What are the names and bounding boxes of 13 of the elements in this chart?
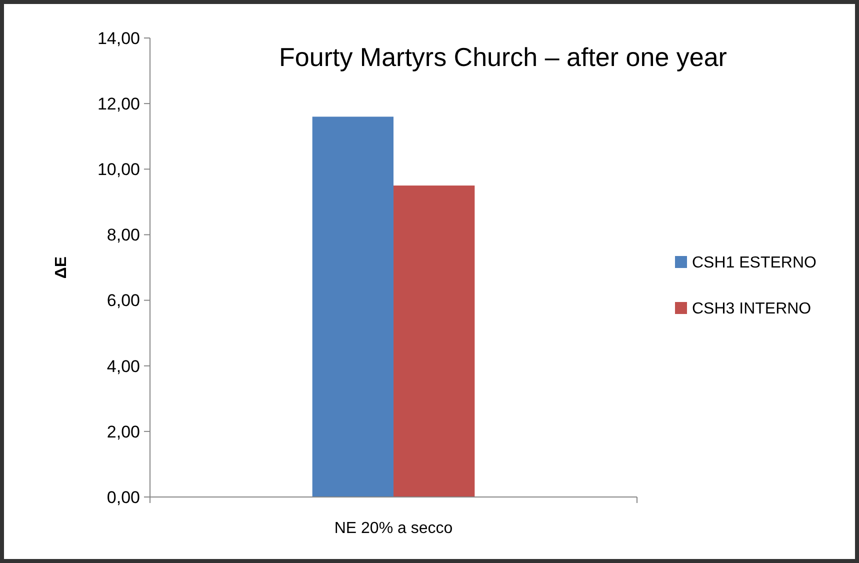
y-tick-label: 14,00 [97,28,140,48]
y-axis-title: ΔE [53,256,70,279]
legend-label: CSH1 ESTERNO [692,254,816,272]
chart-title: Fourty Martyrs Church – after one year [279,42,728,72]
y-tick-label: 12,00 [97,94,140,114]
x-tick-label: NE 20% a secco [334,520,453,537]
y-tick-label: 0,00 [106,488,140,507]
y-tick-label: 6,00 [106,291,140,310]
y-tick-label: 4,00 [106,356,140,376]
y-tick-label: 10,00 [97,160,140,180]
legend-label: CSH3 INTERNO [692,300,812,318]
y-tick-label: 2,00 [106,422,140,442]
y-tick-label: 8,00 [106,226,140,245]
